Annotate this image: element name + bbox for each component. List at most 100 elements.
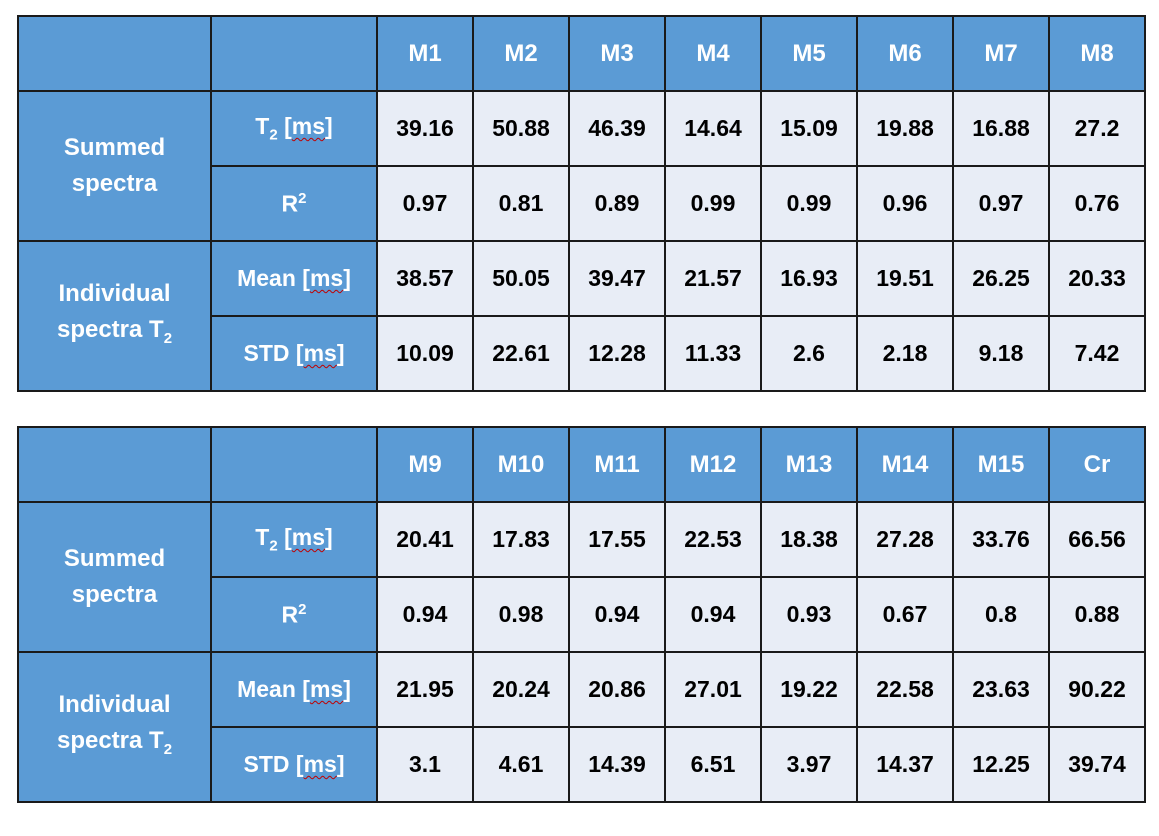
column-header: M10 [472, 426, 570, 503]
table-cell: 0.96 [856, 165, 954, 242]
column-header: M13 [760, 426, 858, 503]
table-row-t2: Summed spectra T2 [ms] 39.16 50.88 46.39 14.64… [17, 90, 1146, 242]
column-header: M14 [856, 426, 954, 503]
table-row-mean: Individual spectra T2 Mean [ms] 21.95 20.24 2… [17, 651, 1146, 803]
table-cell: 39.74 [1048, 726, 1146, 803]
group-label-individual: Individual spectra T2 [17, 651, 212, 803]
table-cell: 0.8 [952, 576, 1050, 653]
table-cell: 46.39 [568, 90, 666, 167]
column-header: Cr [1048, 426, 1146, 503]
data-table-2: M9 M10 M11 M12 M13 M14 M15 Cr Summed spectra T2 [m… [17, 426, 1146, 803]
corner-cell [210, 15, 378, 92]
table-cell: 0.98 [472, 576, 570, 653]
table-cell: 16.88 [952, 90, 1050, 167]
table-cell: 19.22 [760, 651, 858, 728]
table-cell: 0.99 [664, 165, 762, 242]
column-header: M5 [760, 15, 858, 92]
table-cell: 0.89 [568, 165, 666, 242]
table-cell: 50.05 [472, 240, 570, 317]
table-cell: 22.53 [664, 501, 762, 578]
column-header: M4 [664, 15, 762, 92]
table-cell: 0.97 [376, 165, 474, 242]
table-cell: 20.24 [472, 651, 570, 728]
table-cell: 26.25 [952, 240, 1050, 317]
table-cell: 39.16 [376, 90, 474, 167]
column-header: M9 [376, 426, 474, 503]
table-cell: 39.47 [568, 240, 666, 317]
table-cell: 20.41 [376, 501, 474, 578]
table-cell: 90.22 [1048, 651, 1146, 728]
table-cell: 2.18 [856, 315, 954, 392]
table-cell: 19.51 [856, 240, 954, 317]
table-cell: 11.33 [664, 315, 762, 392]
table-cell: 23.63 [952, 651, 1050, 728]
table-cell: 4.61 [472, 726, 570, 803]
table-cell: 0.97 [952, 165, 1050, 242]
table-cell: 33.76 [952, 501, 1050, 578]
table-cell: 66.56 [1048, 501, 1146, 578]
row-label-t2: T2 [ms] [210, 90, 378, 167]
table-cell: 21.57 [664, 240, 762, 317]
table-cell: 50.88 [472, 90, 570, 167]
table-cell: 27.01 [664, 651, 762, 728]
table-cell: 6.51 [664, 726, 762, 803]
table-cell: 0.81 [472, 165, 570, 242]
group-label-summed: Summed spectra [17, 501, 212, 653]
column-header: M3 [568, 15, 666, 92]
header-row: M1 M2 M3 M4 M5 M6 M7 M8 [17, 15, 1146, 92]
header-row: M9 M10 M11 M12 M13 M14 M15 Cr [17, 426, 1146, 503]
table-cell: 14.64 [664, 90, 762, 167]
column-header: M12 [664, 426, 762, 503]
row-label-r2: R2 [210, 576, 378, 653]
table-cell: 10.09 [376, 315, 474, 392]
row-label-mean: Mean [ms] [210, 651, 378, 728]
column-header: M7 [952, 15, 1050, 92]
table-cell: 20.33 [1048, 240, 1146, 317]
column-header: M6 [856, 15, 954, 92]
table-cell: 0.67 [856, 576, 954, 653]
table-cell: 3.97 [760, 726, 858, 803]
table-cell: 9.18 [952, 315, 1050, 392]
table-cell: 38.57 [376, 240, 474, 317]
data-table-1: M1 M2 M3 M4 M5 M6 M7 M8 Summed spectra T2 [ms] 39.1… [17, 15, 1146, 392]
table-cell: 2.6 [760, 315, 858, 392]
table-cell: 18.38 [760, 501, 858, 578]
table-cell: 22.58 [856, 651, 954, 728]
table-cell: 12.25 [952, 726, 1050, 803]
table-cell: 14.37 [856, 726, 954, 803]
table-cell: 17.83 [472, 501, 570, 578]
table-row-mean: Individual spectra T2 Mean [ms] 38.57 50.05 3… [17, 240, 1146, 392]
row-label-t2: T2 [ms] [210, 501, 378, 578]
table-cell: 27.28 [856, 501, 954, 578]
table-row-r2: R2 0.97 0.81 0.89 0.99 0.99 0.96 0.97 0.76 [18, 165, 1146, 242]
row-label-std: STD [ms] [210, 315, 378, 392]
table-cell: 0.88 [1048, 576, 1146, 653]
table-cell: 14.39 [568, 726, 666, 803]
table-cell: 0.94 [568, 576, 666, 653]
group-label-summed: Summed spectra [17, 90, 212, 242]
table-cell: 0.94 [376, 576, 474, 653]
table-cell: 19.88 [856, 90, 954, 167]
group-label-individual: Individual spectra T2 [17, 240, 212, 392]
row-label-std: STD [ms] [210, 726, 378, 803]
table-cell: 7.42 [1048, 315, 1146, 392]
column-header: M8 [1048, 15, 1146, 92]
table-cell: 20.86 [568, 651, 666, 728]
table-cell: 15.09 [760, 90, 858, 167]
table-row-std: STD [ms] 10.09 22.61 12.28 11.33 2.6 2.18 9.18 7… [18, 315, 1146, 392]
table-cell: 21.95 [376, 651, 474, 728]
table-row-r2: R2 0.94 0.98 0.94 0.94 0.93 0.67 0.8 0.88 [18, 576, 1146, 653]
table-cell: 12.28 [568, 315, 666, 392]
table-cell: 0.94 [664, 576, 762, 653]
column-header: M11 [568, 426, 666, 503]
table-cell: 0.99 [760, 165, 858, 242]
table-cell: 16.93 [760, 240, 858, 317]
table-cell: 0.76 [1048, 165, 1146, 242]
column-header: M1 [376, 15, 474, 92]
table-cell: 3.1 [376, 726, 474, 803]
table-cell: 17.55 [568, 501, 666, 578]
table-cell: 0.93 [760, 576, 858, 653]
corner-cell [210, 426, 378, 503]
column-header: M15 [952, 426, 1050, 503]
row-label-r2: R2 [210, 165, 378, 242]
